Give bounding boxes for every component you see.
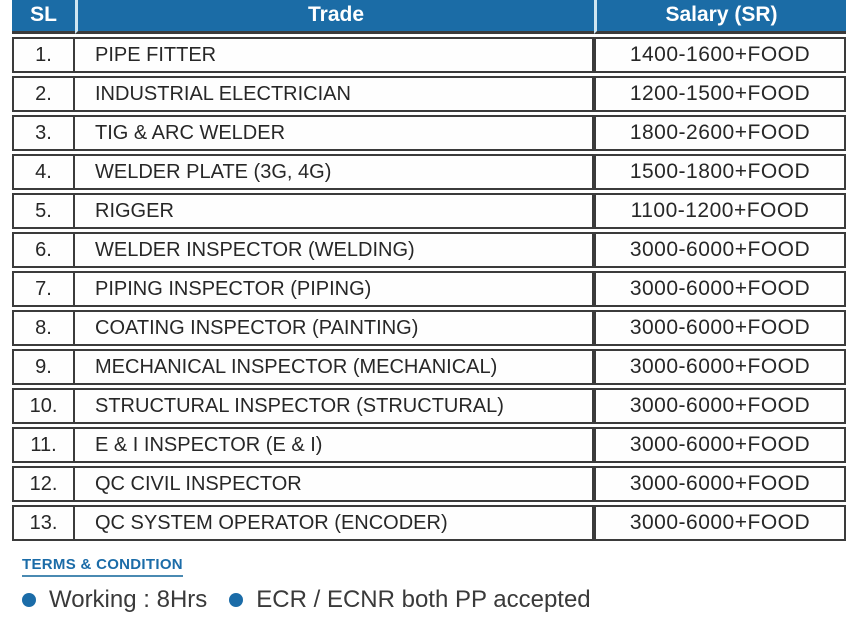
table-body: 1. PIPE FITTER 1400-1600+FOOD 2. INDUSTRIAL … (12, 37, 846, 541)
sl-cell: 3. (12, 115, 75, 151)
table-row: 6. WELDER INSPECTOR (WELDING) 3000-6000+FO… (12, 232, 846, 268)
trade-cell: RIGGER (75, 193, 594, 229)
table-row: 13. QC SYSTEM OPERATOR (ENCODER) 3000-6000… (12, 505, 846, 541)
salary-cell: 1100-1200+FOOD (594, 193, 846, 229)
trade-cell: WELDER INSPECTOR (WELDING) (75, 232, 594, 268)
table-row: 4. WELDER PLATE (3G, 4G) 1500-1800+FOOD (12, 154, 846, 190)
sl-cell: 8. (12, 310, 75, 346)
table-row: 12. QC CIVIL INSPECTOR 3000-6000+FOOD (12, 466, 846, 502)
trade-cell: PIPE FITTER (75, 37, 594, 73)
trade-cell: STRUCTURAL INSPECTOR (STRUCTURAL) (75, 388, 594, 424)
salary-cell: 3000-6000+FOOD (594, 232, 846, 268)
sl-cell: 4. (12, 154, 75, 190)
table-row: 8. COATING INSPECTOR (PAINTING) 3000-6000+… (12, 310, 846, 346)
sl-cell: 9. (12, 349, 75, 385)
salary-cell: 3000-6000+FOOD (594, 310, 846, 346)
salary-cell: 1200-1500+FOOD (594, 76, 846, 112)
trade-cell: E & I INSPECTOR (E & I) (75, 427, 594, 463)
terms-heading: TERMS & CONDITION (22, 556, 183, 577)
bullet-icon (22, 593, 36, 607)
terms-section: TERMS & CONDITION Working : 8Hrs ECR / E… (22, 556, 847, 614)
table-row: 3. TIG & ARC WELDER 1800-2600+FOOD (12, 115, 846, 151)
terms-item-label: ECR / ECNR both PP accepted (256, 586, 591, 613)
salary-cell: 1400-1600+FOOD (594, 37, 846, 73)
table-row: 5. RIGGER 1100-1200+FOOD (12, 193, 846, 229)
trade-cell: TIG & ARC WELDER (75, 115, 594, 151)
table-row: 1. PIPE FITTER 1400-1600+FOOD (12, 37, 846, 73)
trade-cell: QC SYSTEM OPERATOR (ENCODER) (75, 505, 594, 541)
column-header-salary: Salary (SR) (594, 0, 846, 34)
terms-item-working: Working : 8Hrs (22, 586, 207, 614)
salary-cell: 3000-6000+FOOD (594, 427, 846, 463)
sl-cell: 2. (12, 76, 75, 112)
trade-cell: PIPING INSPECTOR (PIPING) (75, 271, 594, 307)
table-row: 10. STRUCTURAL INSPECTOR (STRUCTURAL) 3000… (12, 388, 846, 424)
terms-item-ecr: ECR / ECNR both PP accepted (229, 586, 591, 614)
salary-cell: 3000-6000+FOOD (594, 505, 846, 541)
salary-cell: 1800-2600+FOOD (594, 115, 846, 151)
sl-cell: 13. (12, 505, 75, 541)
sl-cell: 6. (12, 232, 75, 268)
salary-cell: 3000-6000+FOOD (594, 466, 846, 502)
terms-items: Working : 8Hrs ECR / ECNR both PP accept… (22, 586, 847, 614)
terms-item-label: Working : 8Hrs (49, 586, 208, 613)
table-row: 9. MECHANICAL INSPECTOR (MECHANICAL) 3000-… (12, 349, 846, 385)
salary-cell: 1500-1800+FOOD (594, 154, 846, 190)
salary-cell: 3000-6000+FOOD (594, 349, 846, 385)
sl-cell: 5. (12, 193, 75, 229)
sl-cell: 11. (12, 427, 75, 463)
table-row: 7. PIPING INSPECTOR (PIPING) 3000-6000+FOO… (12, 271, 846, 307)
column-header-trade: Trade (75, 0, 594, 34)
trade-cell: QC CIVIL INSPECTOR (75, 466, 594, 502)
header-row: SL Trade Salary (SR) (12, 0, 846, 34)
trade-cell: WELDER PLATE (3G, 4G) (75, 154, 594, 190)
sl-cell: 1. (12, 37, 75, 73)
table-header: SL Trade Salary (SR) (12, 0, 846, 34)
sl-cell: 12. (12, 466, 75, 502)
trade-cell: INDUSTRIAL ELECTRICIAN (75, 76, 594, 112)
table-row: 2. INDUSTRIAL ELECTRICIAN 1200-1500+FOOD (12, 76, 846, 112)
salary-table: SL Trade Salary (SR) 1. PIPE FITTER 1400-1… (12, 0, 846, 544)
salary-cell: 3000-6000+FOOD (594, 388, 846, 424)
table-row: 11. E & I INSPECTOR (E & I) 3000-6000+FOOD (12, 427, 846, 463)
sl-cell: 7. (12, 271, 75, 307)
trade-cell: MECHANICAL INSPECTOR (MECHANICAL) (75, 349, 594, 385)
trade-cell: COATING INSPECTOR (PAINTING) (75, 310, 594, 346)
salary-cell: 3000-6000+FOOD (594, 271, 846, 307)
sl-cell: 10. (12, 388, 75, 424)
column-header-sl: SL (12, 0, 75, 34)
bullet-icon (229, 593, 244, 607)
